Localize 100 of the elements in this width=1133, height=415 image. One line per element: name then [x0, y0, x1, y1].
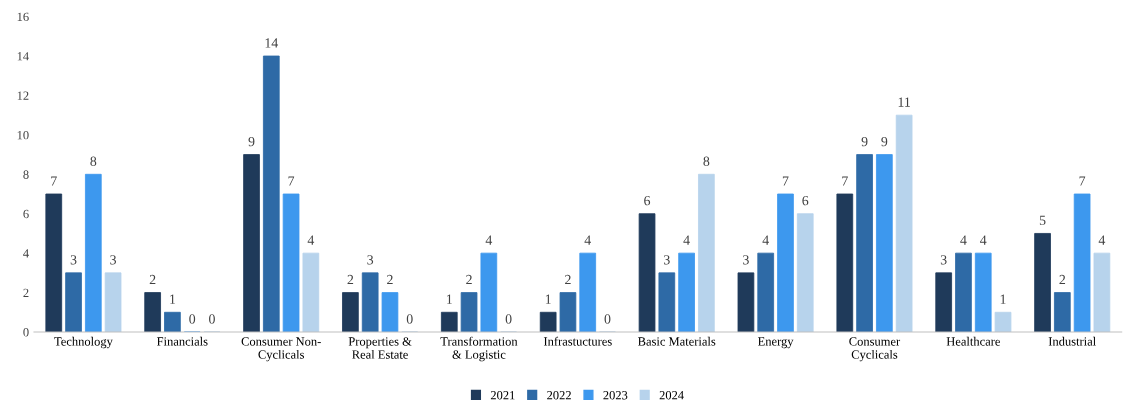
data-label: 9 [881, 136, 888, 147]
y-tick-label: 10 [17, 130, 29, 140]
bar [757, 252, 775, 332]
bar [698, 173, 715, 332]
y-tick-label: 0 [23, 328, 29, 337]
bar [579, 252, 597, 332]
bar [935, 272, 953, 332]
x-tick-label: Energy [758, 337, 794, 349]
y-tick-label: 12 [17, 91, 29, 100]
data-label: 2 [1059, 274, 1066, 285]
data-label: 9 [861, 136, 868, 147]
x-tick-label: Technology [54, 336, 113, 349]
bar [1073, 193, 1091, 332]
data-label: 8 [703, 156, 710, 166]
bar [559, 292, 577, 332]
bar [144, 292, 161, 332]
data-label: 5 [1039, 215, 1046, 226]
bar [460, 292, 478, 332]
data-label: 3 [367, 255, 374, 265]
x-tick-label: Healthcare [946, 336, 1000, 346]
data-label: 2 [565, 274, 571, 285]
data-label: 7 [1079, 176, 1086, 186]
data-label: 7 [51, 176, 57, 186]
data-label: 0 [604, 314, 611, 324]
y-tick-label: 14 [17, 52, 29, 61]
data-label: 2 [387, 274, 393, 285]
x-tick-label: Infrastuctures [543, 336, 612, 346]
data-label: 0 [209, 314, 215, 324]
bar [282, 193, 300, 332]
x-tick-label: Basic Materials [638, 336, 716, 346]
bar [836, 193, 854, 332]
data-label: 4 [683, 235, 690, 245]
bar [955, 252, 972, 332]
data-label: 4 [307, 235, 315, 245]
data-label: 1 [545, 294, 551, 304]
bar [777, 193, 794, 332]
data-label: 4 [485, 235, 493, 245]
legend-label: 2023 [603, 391, 628, 400]
legend-label: 2024 [659, 391, 684, 400]
bar [737, 272, 755, 332]
x-tick-label: Properties & Real Estate [348, 337, 412, 359]
data-label: 7 [842, 176, 848, 186]
data-label: 2 [347, 274, 354, 285]
bar [65, 272, 82, 332]
bar [440, 311, 458, 332]
bar [856, 154, 873, 332]
legend-label: 2022 [547, 391, 571, 400]
legend-label: 2021 [490, 391, 515, 400]
bar [84, 173, 102, 332]
bar [796, 213, 814, 332]
data-label: 3 [664, 255, 670, 265]
bar [381, 292, 399, 332]
data-label: 14 [265, 38, 279, 48]
bar [994, 311, 1012, 332]
bar [895, 114, 913, 332]
bar [539, 311, 557, 332]
bar [342, 292, 359, 332]
y-tick-label: 4 [23, 249, 29, 258]
data-label: 0 [189, 314, 196, 324]
bar [262, 55, 280, 332]
data-label: 2 [149, 274, 156, 285]
y-tick-label: 8 [23, 170, 29, 179]
data-label: 1 [447, 294, 452, 304]
data-label: 3 [743, 255, 749, 265]
data-label: 3 [70, 255, 77, 265]
bar [974, 252, 992, 332]
bar [480, 252, 498, 332]
bar [658, 272, 676, 332]
x-tick-label: Industrial [1048, 336, 1096, 346]
data-label: 0 [505, 314, 512, 324]
data-label: 7 [782, 176, 789, 186]
data-label: 2 [466, 274, 472, 285]
data-label: 9 [248, 136, 255, 147]
data-label: 8 [90, 156, 97, 166]
data-label: 4 [1098, 235, 1106, 245]
bar [678, 252, 695, 332]
data-label: 3 [110, 255, 117, 265]
data-label: 1 [170, 294, 176, 304]
bar [876, 154, 893, 332]
data-label: 4 [762, 235, 769, 245]
data-label: 0 [406, 314, 413, 324]
x-tick-label: Transformation & Logistic [440, 336, 518, 362]
y-tick-label: 6 [23, 209, 29, 219]
bar [361, 272, 379, 332]
data-label: 1 [1000, 294, 1006, 304]
data-label: 6 [644, 196, 651, 206]
bar [164, 311, 181, 332]
bar [1054, 292, 1071, 332]
x-tick-label: Consumer Non- Cyclicals [241, 337, 321, 362]
x-tick-label: Consumer Cyclicals [849, 337, 901, 362]
bar [45, 193, 63, 332]
data-label: 6 [802, 196, 809, 206]
x-tick-label: Financials [156, 336, 208, 346]
bar [1034, 233, 1051, 332]
bar [104, 272, 122, 332]
y-tick-label: 16 [17, 12, 29, 22]
bar [302, 252, 320, 332]
bar [638, 213, 656, 332]
data-label: 4 [980, 235, 987, 245]
data-label: 4 [960, 235, 967, 245]
